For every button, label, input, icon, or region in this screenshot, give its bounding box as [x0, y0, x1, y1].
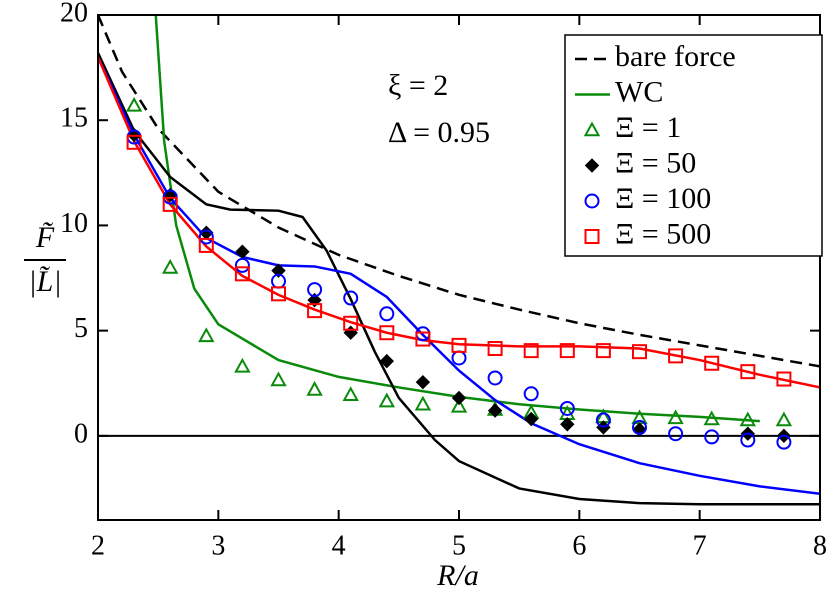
marker	[451, 350, 467, 366]
marker	[668, 426, 684, 442]
marker	[271, 286, 286, 302]
marker	[342, 386, 359, 402]
annotation: Δ = 0.95	[388, 116, 490, 149]
marker	[523, 343, 539, 359]
line	[154, 15, 760, 423]
marker	[307, 303, 323, 319]
x-tick-label: 7	[693, 530, 707, 561]
marker	[739, 411, 756, 427]
marker	[632, 419, 647, 435]
legend-box	[564, 34, 823, 257]
marker	[450, 397, 468, 413]
plot-area	[98, 15, 820, 506]
line	[98, 56, 820, 389]
marker	[198, 327, 215, 343]
x-tick-label: 2	[91, 530, 105, 561]
y-axis-label: F̃	[35, 221, 55, 254]
x-tick-label: 4	[332, 530, 346, 561]
marker	[306, 380, 323, 396]
marker	[559, 400, 575, 416]
marker	[668, 348, 684, 364]
line	[98, 15, 820, 368]
legend-label: bare force	[615, 40, 736, 73]
marker	[415, 331, 431, 347]
marker	[667, 409, 684, 425]
marker	[487, 370, 503, 386]
marker	[125, 96, 143, 112]
marker	[414, 395, 432, 411]
legend-label: Ξ = 100	[615, 182, 711, 215]
marker	[379, 325, 395, 341]
marker	[583, 121, 601, 137]
marker	[775, 411, 793, 427]
marker	[487, 341, 503, 357]
marker	[234, 357, 251, 373]
marker	[126, 134, 142, 150]
line	[98, 56, 820, 495]
legend-label: Ξ = 50	[615, 146, 696, 179]
legend-label: WC	[615, 75, 663, 108]
marker	[270, 371, 287, 387]
marker	[415, 374, 431, 390]
y-tick-label: 10	[60, 208, 88, 239]
y-axis-label: |L̃|	[28, 265, 61, 298]
marker	[343, 325, 358, 340]
marker	[584, 229, 600, 244]
y-tick-label: 15	[60, 103, 88, 134]
marker	[776, 371, 792, 387]
marker	[307, 282, 323, 298]
marker	[595, 412, 611, 428]
marker	[235, 244, 250, 259]
annotation: ξ = 2	[388, 69, 448, 102]
marker	[523, 386, 539, 402]
x-tick-label: 3	[211, 530, 225, 561]
marker	[234, 257, 250, 273]
legend-label: Ξ = 1	[615, 111, 681, 144]
marker	[632, 344, 647, 360]
marker	[343, 290, 359, 306]
y-tick-label: 20	[60, 0, 88, 28]
marker	[523, 411, 539, 427]
marker	[704, 429, 720, 445]
marker	[271, 263, 286, 278]
marker	[162, 196, 178, 212]
x-tick-label: 5	[452, 530, 466, 561]
marker	[776, 434, 792, 450]
marker	[560, 417, 575, 432]
marker	[487, 403, 503, 418]
marker	[584, 158, 600, 173]
marker	[451, 390, 467, 406]
marker	[343, 315, 359, 331]
marker	[198, 229, 214, 245]
marker	[379, 353, 395, 369]
marker	[234, 266, 250, 282]
marker	[595, 343, 611, 359]
marker	[740, 364, 756, 380]
y-tick-label: 0	[74, 418, 88, 449]
marker	[451, 337, 467, 353]
marker	[559, 343, 575, 359]
marker	[378, 392, 395, 408]
legend-label: Ξ = 500	[615, 217, 711, 250]
marker	[703, 410, 720, 426]
marker	[162, 258, 179, 274]
marker	[704, 355, 720, 371]
y-tick-label: 5	[74, 313, 88, 344]
marker	[379, 306, 395, 322]
marker	[740, 432, 756, 448]
marker	[198, 237, 214, 253]
x-tick-label: 8	[813, 530, 827, 561]
marker	[584, 193, 600, 209]
x-axis-label: R/a	[436, 559, 479, 592]
x-tick-label: 6	[572, 530, 586, 561]
